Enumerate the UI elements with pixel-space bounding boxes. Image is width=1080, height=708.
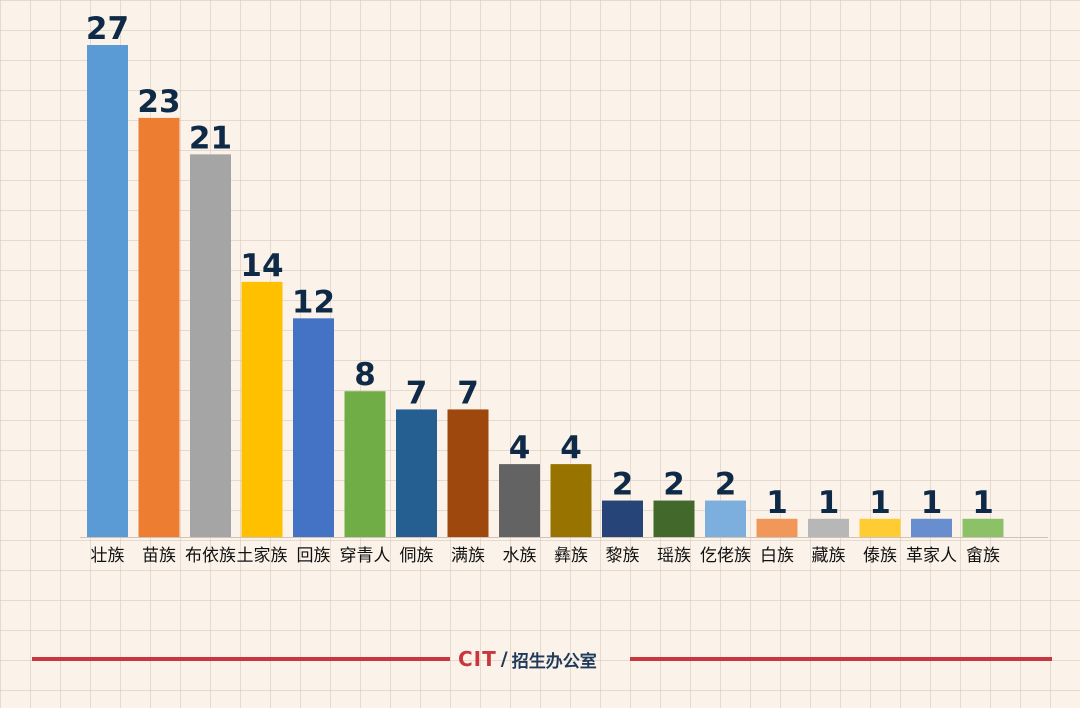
category-label-14: 藏族 [812,546,846,566]
bar-11 [653,500,695,537]
category-label-1: 苗族 [142,546,176,566]
category-label-2: 布依族 [185,546,236,566]
bar-2 [190,154,231,538]
bar-15 [859,518,901,537]
category-label-13: 白族 [760,546,794,566]
category-label-7: 满族 [451,546,485,566]
bar-16 [911,518,952,537]
category-label-6: 侗族 [400,546,434,566]
bar-value-label-8: 4 [509,430,531,466]
bar-value-label-0: 27 [86,11,129,47]
bar-17 [962,518,1004,537]
bar-value-label-2: 21 [189,120,232,156]
category-label-17: 畲族 [966,546,1000,566]
category-label-8: 水族 [503,546,537,566]
bar-3 [241,281,283,537]
brand-slash: / [500,648,508,670]
bar-value-label-3: 14 [240,248,283,284]
category-label-4: 回族 [297,546,331,566]
bar-13 [756,518,798,537]
category-label-15: 傣族 [863,546,897,566]
bar-6 [396,409,437,537]
bar-value-label-10: 2 [612,467,634,503]
bar-value-label-4: 12 [292,284,335,320]
brand-office-name: 招生办公室 [511,651,597,672]
bar-9 [550,464,592,537]
bar-value-label-15: 1 [869,485,891,521]
bar-value-label-11: 2 [663,467,685,503]
bar-value-label-5: 8 [354,357,376,393]
bar-8 [499,464,540,537]
bar-value-label-13: 1 [766,485,788,521]
category-label-9: 彝族 [554,546,588,566]
bar-5 [344,391,386,537]
category-label-0: 壮族 [91,546,125,566]
brand-logo-mark: CIT [458,647,497,671]
bar-chart: 27壮族23苗族21布依族14土家族12回族8穿青人7侗族7满族4水族4彝族2黎… [80,11,1048,566]
category-label-5: 穿青人 [340,546,391,566]
category-label-3: 土家族 [237,546,288,566]
footer-brand: CIT / 招生办公室 [458,646,624,672]
bar-value-label-14: 1 [818,485,840,521]
bar-value-label-1: 23 [137,84,180,120]
footer-line-right [630,657,1052,661]
bar-14 [808,518,849,537]
bar-value-label-16: 1 [921,485,943,521]
bar-12 [705,500,746,537]
category-label-10: 黎族 [606,546,640,566]
bar-1 [138,117,180,537]
bar-value-label-6: 7 [406,375,428,411]
category-label-11: 瑶族 [657,546,691,566]
bar-value-label-9: 4 [560,430,582,466]
category-label-16: 革家人 [906,546,957,566]
bar-value-label-12: 2 [715,467,737,503]
category-label-12: 仡佬族 [700,546,751,566]
bar-value-label-7: 7 [457,375,479,411]
bar-7 [447,409,489,537]
bar-value-label-17: 1 [972,485,994,521]
bar-10 [602,500,643,537]
footer-line-left [32,657,450,661]
bar-0 [87,45,128,537]
bar-4 [293,318,334,537]
